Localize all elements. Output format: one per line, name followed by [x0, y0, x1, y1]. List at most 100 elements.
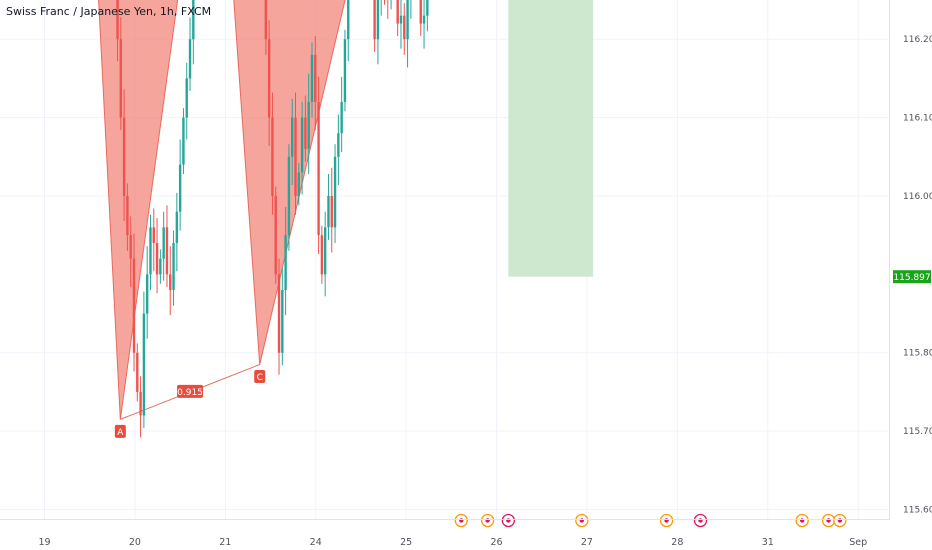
candle-body [376, 0, 380, 40]
candle-body [333, 156, 337, 228]
candle [284, 206, 287, 316]
pattern-point-label: A [117, 428, 124, 438]
candle-body [340, 101, 343, 134]
candle-body [291, 117, 294, 157]
candle [380, 0, 383, 16]
candle-body [330, 195, 333, 228]
candle [314, 36, 317, 131]
time-tick-label: 24 [310, 537, 322, 548]
candle [175, 192, 179, 272]
candle [291, 98, 294, 186]
event-dot [698, 518, 703, 523]
candle [116, 0, 119, 62]
event-dot [485, 518, 490, 523]
candle-body [294, 117, 297, 196]
candle-body [297, 172, 301, 196]
candle [386, 0, 389, 19]
candle [126, 183, 129, 251]
candle [419, 0, 422, 37]
time-axis[interactable]: 19 20 21 24 25 26 27 28 31 Sep [0, 519, 890, 549]
candle [323, 211, 327, 297]
candle-body [142, 313, 146, 416]
candle-body [284, 235, 287, 291]
candle [287, 144, 291, 251]
candle [264, 0, 268, 55]
candle [403, 3, 406, 55]
candle-body [307, 101, 310, 149]
candle-body [287, 156, 291, 236]
candle-body [274, 195, 277, 275]
candle [185, 62, 188, 140]
event-dot [837, 518, 843, 523]
candle-body [277, 274, 281, 353]
economic-event-icon[interactable] [454, 513, 468, 528]
event-icons[interactable] [454, 513, 847, 528]
candle [327, 174, 330, 240]
pattern-triangle-xab [98, 0, 178, 420]
economic-event-icon[interactable] [833, 513, 847, 528]
candle [178, 139, 182, 231]
candle [376, 0, 380, 65]
price-tick-label: 115.800 [903, 349, 932, 359]
price-tick-label: 116.100 [903, 114, 932, 124]
candle [182, 108, 185, 175]
candle [162, 211, 165, 281]
time-tick-label: 20 [129, 537, 141, 548]
candle-body [169, 274, 172, 291]
candle [119, 17, 123, 131]
economic-event-icon[interactable] [693, 513, 708, 528]
price-tick-label: 116.200 [903, 35, 932, 45]
candle-body [300, 117, 304, 173]
candle-body [172, 243, 175, 291]
candle-body [323, 227, 327, 275]
candle [274, 186, 277, 284]
candle [145, 246, 149, 339]
economic-event-icon[interactable] [575, 513, 589, 528]
candle-body [271, 117, 274, 196]
candle-body [426, 0, 429, 16]
candle-body [129, 235, 132, 259]
candle-body [396, 0, 399, 24]
candle [155, 217, 159, 294]
pattern-labels: XABCD0.7330.8591.1870.915 [114, 369, 266, 438]
candle [172, 230, 175, 306]
event-dot [506, 518, 511, 523]
candle-body [406, 0, 409, 40]
time-tick-label: Sep [849, 537, 867, 548]
economic-event-icon[interactable] [501, 513, 515, 528]
candle-body [422, 15, 426, 24]
candle-body [126, 195, 129, 236]
pattern-point-c: C [254, 369, 266, 383]
candle-body [403, 15, 406, 40]
economic-event-icon[interactable] [821, 513, 836, 528]
time-tick-label: 21 [219, 537, 231, 548]
candle [426, 0, 429, 32]
price-tick-label: 116.000 [903, 192, 932, 202]
candle [139, 376, 142, 438]
candle [159, 249, 162, 284]
economic-event-icon[interactable] [659, 513, 674, 528]
take-profit-zone-2 [508, 0, 594, 277]
candle [169, 246, 172, 316]
candle [422, 0, 426, 49]
price-axis[interactable]: 117.000116.900116.800116.600116.500116.4… [889, 0, 932, 520]
candle-body [399, 15, 403, 24]
price-tick-label: 115.600 [903, 506, 932, 516]
candle-body [132, 258, 136, 353]
time-tick-label: 25 [400, 537, 412, 548]
candle-body [145, 274, 149, 314]
candle-body [320, 235, 324, 275]
economic-event-icon[interactable] [480, 513, 495, 528]
candle-body [264, 0, 268, 40]
time-tick-label: 27 [581, 537, 593, 548]
candle [165, 205, 169, 287]
candle-body [373, 0, 376, 40]
event-dot [826, 518, 831, 523]
candle-body [188, 39, 192, 79]
candle [294, 92, 297, 215]
economic-event-icon[interactable] [795, 513, 809, 528]
candle [307, 73, 310, 175]
candles [116, 0, 429, 438]
pattern-point-bg [254, 369, 266, 383]
